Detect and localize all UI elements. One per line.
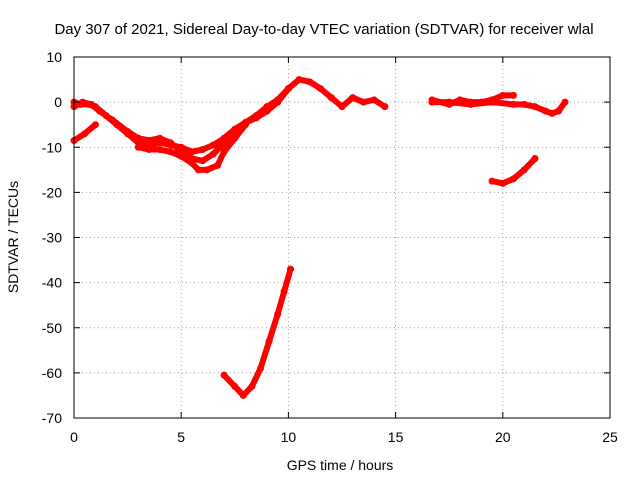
data-point	[231, 134, 239, 142]
y-tick-label: -20	[42, 184, 62, 200]
data-point	[188, 159, 196, 167]
data-point	[134, 134, 142, 142]
series-track-9	[221, 266, 294, 399]
data-point	[81, 130, 89, 138]
data-point	[166, 148, 174, 156]
data-point	[257, 364, 265, 372]
data-point	[96, 107, 104, 115]
data-point	[91, 121, 99, 129]
plot-area	[70, 76, 569, 399]
data-point	[203, 166, 211, 174]
data-point	[209, 150, 217, 158]
data-point	[280, 288, 288, 296]
y-axis-label: SDTVAR / TECUs	[5, 181, 21, 293]
data-point	[199, 157, 207, 165]
data-point	[287, 265, 295, 273]
data-point	[209, 141, 217, 149]
data-point	[263, 103, 271, 111]
data-point	[381, 103, 389, 111]
x-tick-label: 0	[70, 429, 78, 445]
grid	[74, 57, 610, 418]
data-point	[548, 109, 556, 117]
data-point	[220, 371, 228, 379]
data-point	[145, 146, 153, 154]
data-point	[531, 103, 539, 111]
data-point	[177, 152, 185, 160]
data-point	[248, 382, 256, 390]
data-point	[214, 161, 222, 169]
data-point	[188, 148, 196, 156]
data-point	[488, 177, 496, 185]
data-point	[520, 100, 528, 108]
y-tick-label: 10	[46, 49, 62, 65]
x-tick-label: 15	[388, 429, 404, 445]
data-point	[499, 179, 507, 187]
data-point	[295, 76, 303, 84]
data-point	[231, 382, 239, 390]
data-point	[370, 96, 378, 104]
data-point	[338, 103, 346, 111]
y-tick-label: -50	[42, 320, 62, 336]
data-point	[510, 100, 518, 108]
data-point	[349, 94, 357, 102]
data-point	[510, 175, 518, 183]
data-point	[145, 136, 153, 144]
data-point	[510, 91, 518, 99]
data-point	[79, 98, 87, 106]
data-point	[265, 337, 273, 345]
data-point	[109, 116, 117, 124]
data-point	[274, 96, 282, 104]
data-point	[555, 107, 563, 115]
data-point	[284, 85, 292, 93]
data-point	[445, 98, 453, 106]
data-point	[220, 148, 228, 156]
data-point	[87, 100, 95, 108]
y-tick-label: -40	[42, 275, 62, 291]
y-tick-label: -30	[42, 230, 62, 246]
data-point	[134, 143, 142, 151]
x-tick-label: 5	[177, 429, 185, 445]
series-track-5	[285, 76, 388, 110]
data-point	[242, 121, 250, 129]
axis-ticks: 0 5 10 15 20 25 10 0 -10 -20 -30 -40 -50 -60 -70	[42, 49, 618, 445]
data-point	[327, 94, 335, 102]
data-point	[199, 146, 207, 154]
data-point	[531, 155, 539, 163]
x-tick-label: 20	[495, 429, 511, 445]
chart-title: Day 307 of 2021, Sidereal Day-to-day VTE…	[54, 21, 593, 38]
data-point	[220, 139, 228, 147]
y-tick-label: -60	[42, 365, 62, 381]
data-point	[561, 98, 569, 106]
data-point	[488, 98, 496, 106]
data-point	[520, 166, 528, 174]
data-point	[252, 112, 260, 120]
x-axis-label: GPS time / hours	[287, 457, 394, 473]
x-tick-label: 25	[602, 429, 618, 445]
y-tick-label: 0	[54, 94, 62, 110]
data-point	[542, 107, 550, 115]
data-point	[317, 85, 325, 93]
y-tick-label: -70	[42, 410, 62, 426]
data-point	[499, 91, 507, 99]
data-point	[359, 98, 367, 106]
x-tick-label: 10	[281, 429, 297, 445]
data-point	[194, 166, 202, 174]
data-point	[467, 100, 475, 108]
data-point	[156, 146, 164, 154]
data-point	[166, 139, 174, 147]
data-point	[274, 310, 282, 318]
y-tick-label: -10	[42, 139, 62, 155]
data-point	[239, 391, 247, 399]
data-point	[124, 127, 132, 135]
data-point	[156, 134, 164, 142]
data-point	[306, 78, 314, 86]
data-point	[428, 98, 436, 106]
